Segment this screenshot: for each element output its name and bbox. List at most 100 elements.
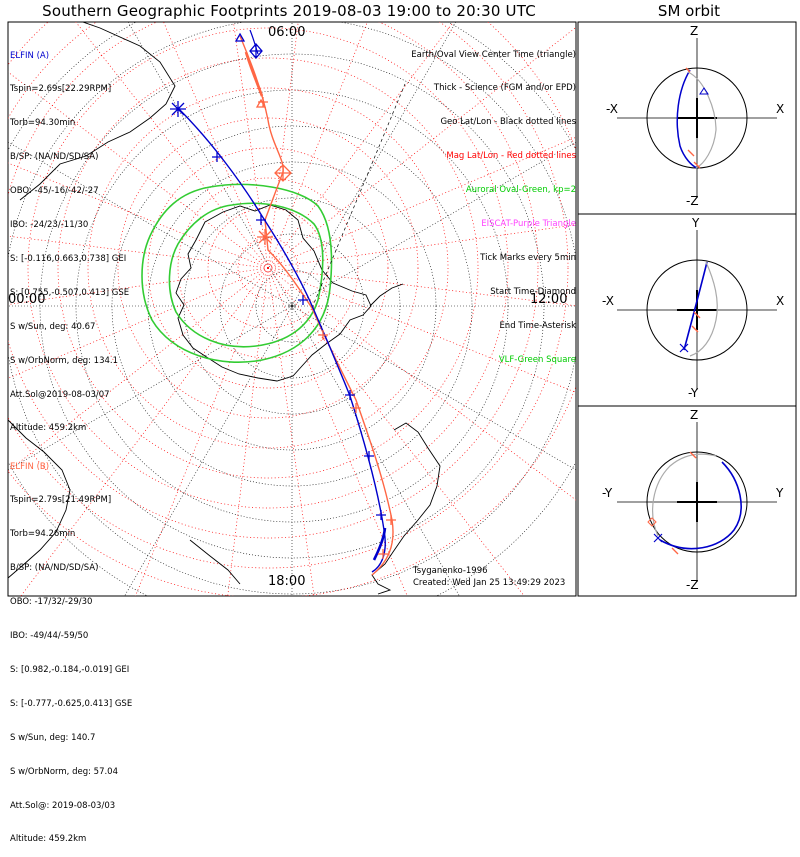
earth-center-cross bbox=[677, 290, 717, 330]
elfin-a-upper-line bbox=[249, 29, 259, 55]
tick bbox=[364, 451, 374, 461]
tick bbox=[345, 390, 355, 400]
auroral-oval-outer bbox=[141, 183, 333, 363]
clock-label-bottom: 18:00 bbox=[268, 574, 306, 589]
elfin-b-att-sol: Att.Sol@: 2019-08-03/03 bbox=[10, 800, 116, 811]
orbit-a-end-asterisk bbox=[679, 343, 689, 353]
elfin-a-science-segment bbox=[372, 527, 387, 561]
legend-item: Mag Lat/Lon - Red dotted lines bbox=[446, 151, 576, 162]
sm1-bottom-label: -Z bbox=[686, 194, 699, 208]
geo-meridian bbox=[291, 305, 576, 471]
legend-item: Earth/Oval View Center Time (triangle) bbox=[411, 49, 576, 60]
elfin-a-spin-gei: S: [-0.116,0.663,0.738] GEI bbox=[10, 253, 127, 264]
tick bbox=[298, 295, 308, 305]
orbit-b-trace bbox=[652, 453, 717, 537]
mag-meridian bbox=[267, 267, 315, 596]
polar-map bbox=[8, 22, 576, 596]
mag-latitude-circle bbox=[8, 22, 569, 569]
markers bbox=[170, 32, 292, 245]
pole-marker bbox=[288, 302, 296, 310]
elfin-b-bsp: B/SP: (NA/ND/SD/SA) bbox=[10, 563, 99, 574]
tick bbox=[351, 403, 361, 413]
view-projection-line bbox=[311, 83, 406, 309]
mag-meridian bbox=[233, 22, 269, 269]
mag-meridian bbox=[227, 267, 269, 596]
orbit-a-trace bbox=[659, 461, 742, 550]
earth-center-cross bbox=[677, 98, 717, 138]
clock-label-top: 06:00 bbox=[268, 25, 306, 40]
sm-orbit-title: SM orbit bbox=[657, 2, 721, 20]
mag-meridian bbox=[8, 267, 269, 379]
elfin-a-att-sol: Att.Sol@2019-08-03/07 bbox=[10, 389, 110, 400]
sm-yz-frame bbox=[577, 405, 797, 597]
elfin-b-orbit-period: Torb=94.26min bbox=[10, 529, 76, 540]
elfin-a-ticks bbox=[212, 152, 386, 520]
orbit-b-marks bbox=[691, 311, 701, 333]
plot-title: Southern Geographic Footprints 2019-08-0… bbox=[42, 2, 536, 20]
orbit-a-trace bbox=[676, 69, 698, 169]
elfin-a-spin-gse: S: [0.755,-0.507,0.413] GSE bbox=[10, 287, 130, 298]
elfin-a-ibo: IBO: -24/23/-11/30 bbox=[10, 220, 89, 231]
elfin-b-ibo: IBO: -49/44/-59/50 bbox=[10, 631, 89, 642]
earth-circle bbox=[646, 259, 748, 361]
mag-latitude-circle bbox=[27, 27, 509, 509]
elfin-b-altitude: Altitude: 459.2km bbox=[10, 834, 87, 845]
elfin-a-orbit-period: Torb=94.30min bbox=[10, 118, 76, 129]
elfin-b-header: ELFIN (B) bbox=[10, 461, 50, 472]
orbit-a-trace bbox=[683, 261, 708, 351]
geo-meridian bbox=[124, 305, 293, 596]
mag-meridian bbox=[267, 224, 576, 269]
sm2-right-label: X bbox=[776, 294, 785, 308]
mag-meridian bbox=[20, 267, 269, 596]
mag-meridian bbox=[8, 162, 269, 269]
legend-item: Tick Marks every 5min bbox=[480, 252, 576, 263]
elfin-a-altitude: Altitude: 459.2km bbox=[10, 423, 87, 434]
earth-center-cross bbox=[677, 482, 717, 522]
sm-orbit-xy bbox=[617, 230, 777, 390]
legend-item: End Time-Asterisk bbox=[499, 320, 576, 331]
mag-meridian bbox=[267, 26, 576, 269]
mag-meridian bbox=[267, 22, 454, 269]
elfin-a-header: ELFIN (A) bbox=[10, 50, 50, 61]
antarctic-peninsula bbox=[369, 283, 404, 307]
mag-meridian bbox=[267, 267, 576, 501]
legend-item: Geo Lat/Lon - Black dotted lines bbox=[440, 117, 576, 128]
geo-meridian bbox=[291, 305, 460, 596]
elfin-a-orbnorm-angle: S w/OrbNorm, deg: 134.1 bbox=[10, 355, 119, 366]
earth-circle bbox=[646, 451, 748, 553]
geo-meridian bbox=[291, 141, 576, 307]
figure-canvas bbox=[7, 21, 797, 597]
sm1-left-label: -X bbox=[606, 102, 618, 116]
legend-item: Start Time-Diamond bbox=[490, 286, 576, 297]
orbit-b-trace bbox=[687, 71, 717, 169]
model-label: Tsyganenko-1996 bbox=[413, 566, 488, 576]
mag-meridian bbox=[267, 267, 576, 307]
mag-latitude-circle bbox=[8, 22, 539, 539]
geo-meridian bbox=[8, 141, 293, 307]
australia-outline bbox=[8, 419, 71, 579]
elfin-a-bsp: B/SP: (NA/ND/SD/SA) bbox=[10, 152, 99, 163]
mag-meridian bbox=[267, 267, 576, 393]
sm2-top-label: Y bbox=[692, 216, 700, 230]
elfin-b-start-diamond bbox=[274, 164, 292, 182]
sm2-left-label: -X bbox=[602, 294, 614, 308]
geo-meridian bbox=[291, 22, 457, 307]
mag-latitude-circle bbox=[207, 207, 329, 329]
mag-latitude-circle bbox=[57, 57, 479, 479]
legend-item: Thick - Science (FGM and/or EPD) bbox=[433, 83, 576, 94]
tick bbox=[376, 510, 386, 520]
elfin-a-sun-angle: S w/Sun, deg: 40.67 bbox=[10, 321, 96, 332]
mag-meridian bbox=[8, 71, 269, 269]
elfin-a-spin: Tspin=2.69s[22.29RPM] bbox=[10, 84, 112, 95]
elfin-b-info: ELFIN (B) Tspin=2.79s[21.49RPM] Torb=94.… bbox=[10, 439, 132, 857]
mag-meridian bbox=[267, 136, 576, 269]
orbit-b-start-diamond bbox=[647, 517, 657, 527]
sm-orbit-xz bbox=[617, 38, 777, 198]
legend-item: VLF-Green Square bbox=[498, 354, 576, 365]
sm3-bottom-label: -Z bbox=[686, 578, 699, 592]
antarctica-outline bbox=[175, 204, 372, 382]
orbit-b-marks bbox=[685, 67, 701, 169]
tick bbox=[256, 215, 266, 225]
mag-meridian bbox=[8, 267, 269, 472]
elfin-a-track bbox=[177, 29, 387, 573]
